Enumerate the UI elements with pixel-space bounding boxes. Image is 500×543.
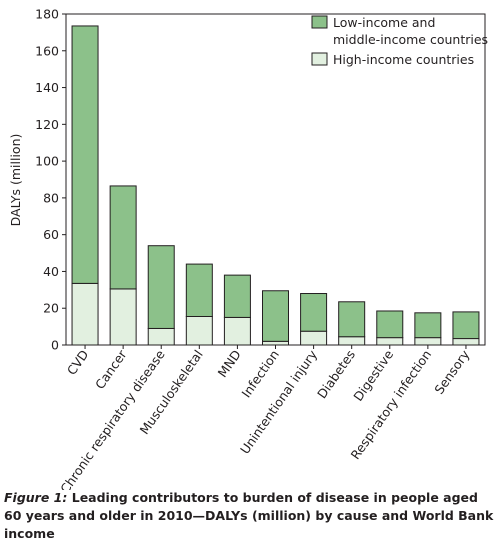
legend-swatch: [311, 15, 328, 29]
legend-label: Low-income and middle-income countries: [333, 15, 488, 47]
bar-segment: [223, 274, 251, 318]
legend-swatch: [311, 52, 328, 66]
x-tick-label: MND: [215, 347, 244, 380]
legend: Low-income and middle-income countries Hig…: [311, 15, 488, 67]
bar-segment: [338, 336, 366, 346]
bar-segment: [109, 288, 137, 346]
bar-segment: [300, 293, 328, 332]
bar-segment: [376, 337, 404, 346]
y-tick-label: 80: [43, 190, 59, 205]
y-tick-label: 100: [35, 154, 59, 169]
y-axis-label: DALYs (million): [8, 134, 23, 227]
caption-text: Leading contributors to burden of diseas…: [4, 490, 494, 541]
caption-label: Figure 1:: [4, 490, 68, 505]
x-tick-label: Respiratory infection: [348, 347, 435, 462]
bar-segment: [147, 327, 175, 346]
bar-segment: [223, 316, 251, 346]
legend-label: High-income countries: [333, 52, 474, 67]
bar-segment: [452, 311, 480, 340]
bar-segment: [300, 330, 328, 346]
bar-segment: [414, 312, 442, 339]
bar-segment: [262, 290, 289, 342]
y-tick-label: 120: [35, 117, 59, 132]
bar-segment: [185, 263, 213, 317]
bar-segment: [452, 338, 480, 346]
y-tick-label: 160: [35, 43, 59, 58]
x-tick-label: Sensory: [431, 347, 472, 397]
y-tick-label: 20: [43, 301, 59, 316]
bar-segment: [147, 245, 175, 329]
bars: [71, 25, 480, 346]
x-tick-label: Cancer: [92, 346, 130, 391]
bar-segment: [262, 340, 289, 346]
y-tick-label: 60: [43, 227, 59, 242]
bar-segment: [71, 282, 99, 346]
bar-segment: [414, 337, 442, 346]
bar-segment: [71, 25, 99, 284]
y-tick-label: 180: [35, 7, 59, 22]
figure-caption: Figure 1: Leading contributors to burden…: [4, 489, 498, 543]
bar-segment: [338, 301, 366, 338]
y-tick-label: 40: [43, 264, 59, 279]
y-tick-label: 0: [51, 338, 59, 353]
bar-segment: [185, 315, 213, 346]
x-tick-label: CVD: [64, 347, 92, 378]
y-tick-label: 140: [35, 80, 59, 95]
x-tick-label: Unintentional injury: [237, 347, 320, 457]
bar-segment: [376, 310, 404, 339]
stacked-bar-chart: 0 20 40 60 80 100 120 140 160 180 CVD CancerChroni…: [8, 7, 488, 491]
bar-segment: [109, 185, 137, 290]
